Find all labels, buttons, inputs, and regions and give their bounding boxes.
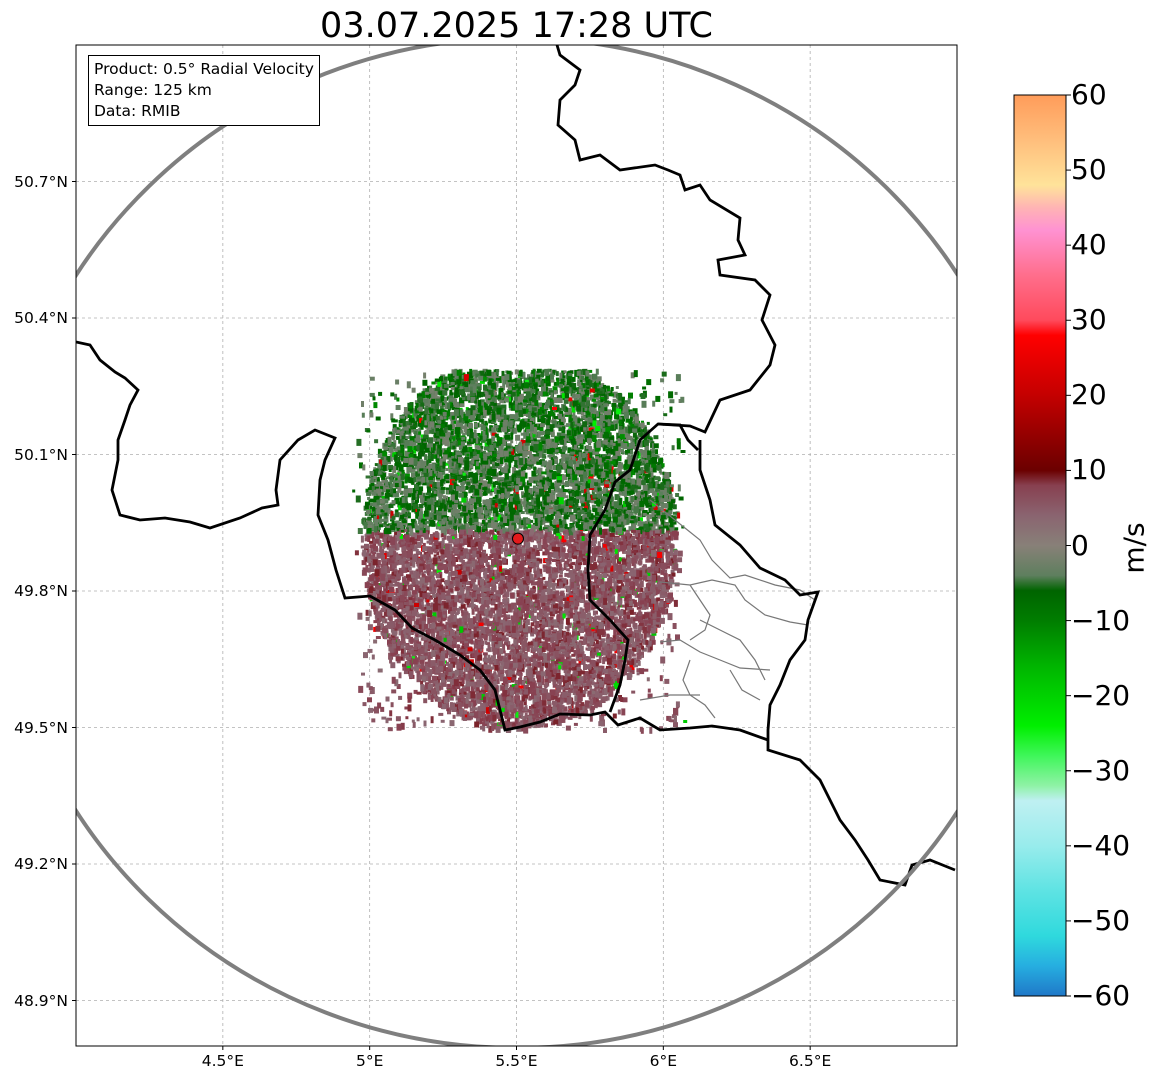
national-border-belgium-france-west: [76, 340, 769, 742]
lat-tick-label: 49.5°N: [14, 718, 68, 737]
national-border-belgium-germany-east: [555, 45, 777, 713]
national-border-luxembourg-south: [657, 422, 699, 451]
product-info-box: Product: 0.5° Radial Velocity Range: 125…: [88, 55, 320, 126]
borders: [76, 45, 956, 887]
colorbar-tick-label: −50: [1071, 903, 1131, 937]
colorbar-unit-label: m/s: [1117, 522, 1151, 574]
lat-tick-label: 48.9°N: [14, 991, 68, 1010]
colorbar-tick-label: 60: [1071, 78, 1107, 111]
product-label: Product: 0.5° Radial Velocity: [94, 60, 314, 78]
range-label: Range: 125 km: [94, 81, 212, 99]
province-boundary: [639, 499, 816, 719]
colorbar-tick-label: 50: [1071, 153, 1107, 187]
colorbar-tick-label: 30: [1071, 303, 1107, 337]
national-border-germany-east-to-south: [698, 440, 956, 887]
lat-tick-label: 50.1°N: [14, 445, 68, 464]
colorbar-tick-label: −60: [1071, 979, 1131, 1012]
colorbar-tick-label: 20: [1071, 378, 1107, 412]
velocity-echoes: [352, 368, 688, 734]
lat-tick-label: 50.7°N: [14, 172, 68, 191]
colorbar-tick-label: −40: [1071, 828, 1131, 862]
radar-site-marker: [511, 532, 524, 545]
map-title: 03.07.2025 17:28 UTC: [320, 6, 713, 46]
lon-tick-label: 6°E: [649, 1052, 678, 1070]
lat-tick-label: 49.2°N: [14, 855, 68, 873]
lat-tick-label: 50.4°N: [14, 309, 68, 327]
colorbar-tick-label: −30: [1071, 753, 1131, 787]
axis-tick-marks: [72, 181, 811, 1050]
colorbar-tick-label: 10: [1071, 453, 1107, 487]
lon-tick-label: 6.5°E: [789, 1052, 832, 1070]
colorbar-tick-marks: [1066, 94, 1071, 997]
lon-tick-label: 4.5°E: [201, 1052, 244, 1070]
colorbar-tick-label: −10: [1071, 603, 1131, 637]
lon-tick-label: 5°E: [355, 1052, 384, 1070]
colorbar-tick-label: −20: [1071, 678, 1131, 712]
colorbar-tick-label: 0: [1071, 528, 1089, 562]
data-source-label: Data: RMIB: [94, 102, 181, 120]
colorbar: [1013, 94, 1067, 997]
colorbar-tick-label: 40: [1071, 228, 1107, 262]
lon-tick-label: 5.5°E: [495, 1052, 538, 1070]
lat-tick-label: 49.8°N: [14, 582, 68, 600]
